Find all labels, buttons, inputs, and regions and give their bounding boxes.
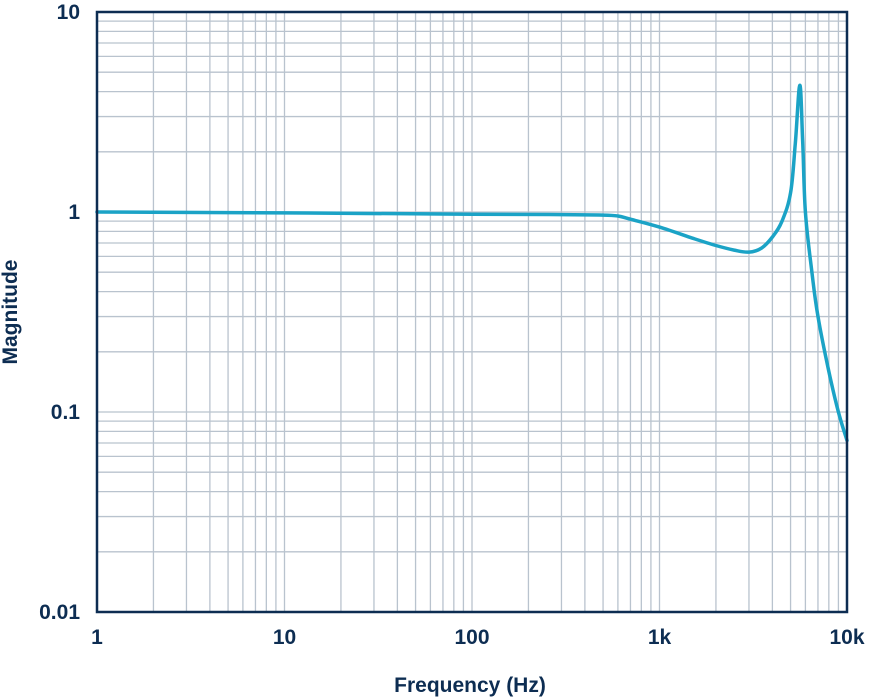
y-tick-label: 10 — [57, 1, 80, 24]
y-tick-label: 0.1 — [51, 401, 81, 424]
series-line — [95, 83, 849, 443]
x-tick-label: 100 — [454, 626, 489, 649]
x-tick-label: 10 — [273, 626, 296, 649]
y-tick-labels: 0.01 0.1 1 10 — [39, 1, 80, 624]
x-tick-labels: 1 10 100 1k 10k — [91, 626, 865, 649]
grid — [97, 12, 847, 612]
plot-area — [95, 10, 849, 614]
y-axis-title: Magnitude — [0, 260, 22, 365]
y-tick-label: 1 — [68, 201, 80, 224]
x-axis-title: Frequency (Hz) — [394, 674, 546, 697]
x-tick-label: 1 — [91, 626, 103, 649]
x-tick-label: 10k — [829, 626, 864, 649]
x-tick-label: 1k — [648, 626, 672, 649]
y-tick-label: 0.01 — [39, 601, 80, 624]
